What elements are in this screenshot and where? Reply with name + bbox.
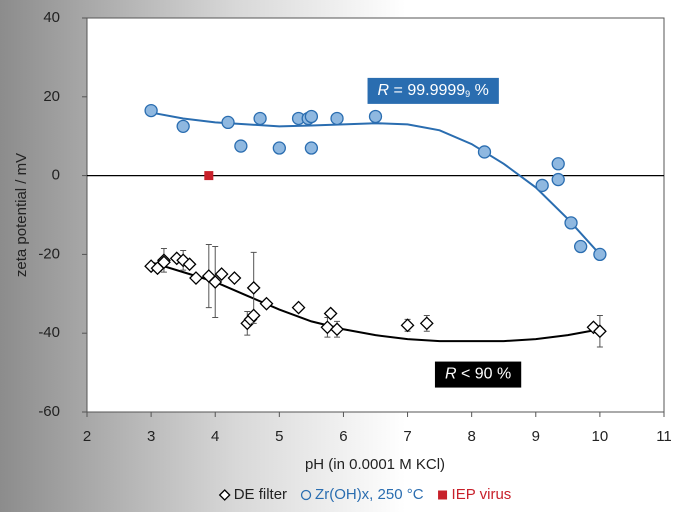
point [272, 141, 286, 155]
x-tick-label: 8 [467, 428, 475, 445]
x-tick-label: 6 [339, 428, 347, 445]
x-tick-label: 4 [211, 428, 219, 445]
x-tick-label: 3 [147, 428, 155, 445]
point [157, 255, 171, 270]
point [400, 318, 415, 333]
x-tick-label: 7 [403, 428, 411, 445]
plot-area [86, 17, 665, 413]
point [259, 296, 274, 311]
trendline [150, 261, 601, 343]
point [246, 308, 261, 323]
point [221, 115, 235, 130]
point [304, 141, 319, 155]
point [253, 111, 267, 126]
point [204, 171, 214, 181]
point [323, 306, 338, 321]
point [234, 139, 248, 153]
point [330, 111, 344, 126]
annotation-box [367, 77, 499, 104]
x-tick-label: 2 [83, 428, 91, 445]
point [551, 172, 565, 187]
point [227, 271, 242, 285]
point [593, 247, 607, 262]
annotation-text: R = 99.99999 % [378, 82, 489, 99]
x-tick-label: 5 [275, 428, 283, 445]
y-tick-label: 0 [52, 167, 60, 184]
point [477, 145, 492, 159]
annotation-value: = 99.9999 [389, 82, 465, 99]
point [176, 119, 190, 133]
legend-marker [218, 489, 231, 501]
point [144, 103, 158, 118]
annotation-text: R < 90 % [445, 366, 511, 383]
y-tick-label: -40 [38, 324, 60, 341]
point [419, 316, 434, 331]
y-tick-label: -20 [38, 245, 60, 262]
annotation-suffix: % [470, 82, 489, 99]
annotation-subscript: 9 [465, 89, 470, 99]
point [182, 257, 197, 272]
legend-marker [300, 489, 312, 501]
point [564, 216, 578, 230]
annotation: R < 90 % [434, 361, 522, 388]
legend-label: IEP virus [452, 486, 512, 503]
point [320, 320, 335, 335]
point [586, 320, 601, 335]
point [535, 178, 549, 193]
annotation-value: < 90 % [457, 366, 512, 383]
point [592, 324, 607, 339]
point [330, 322, 344, 337]
annotation-italic: R [378, 82, 390, 99]
x-tick-label: 10 [592, 428, 609, 445]
point [368, 109, 383, 124]
y-tick-label: -60 [38, 403, 60, 420]
point [214, 267, 229, 282]
point [551, 157, 565, 171]
legend-label: Zr(OH)x, 250 °C [315, 486, 424, 503]
x-tick-label: 11 [656, 428, 672, 445]
annotation-italic: R [445, 366, 457, 383]
y-axis-label: zeta potential / mV [13, 153, 30, 277]
y-tick-label: 20 [43, 88, 60, 105]
point [304, 109, 319, 124]
legend-label: DE filter [234, 486, 287, 503]
y-tick-label: 40 [43, 9, 60, 26]
point [176, 253, 191, 268]
x-tick-label: 9 [532, 428, 540, 445]
point [291, 300, 306, 315]
point [574, 239, 588, 254]
point [208, 275, 223, 289]
annotation: R = 99.99999 % [367, 77, 499, 104]
annotation-box [434, 361, 522, 388]
point [189, 271, 203, 285]
x-axis-label: pH (in 0.0001 M KCl) [305, 456, 445, 473]
legend-marker [438, 490, 448, 500]
point [246, 280, 261, 295]
legend: DE filter Zr(OH)x, 250 °C IEP virus [218, 486, 512, 503]
